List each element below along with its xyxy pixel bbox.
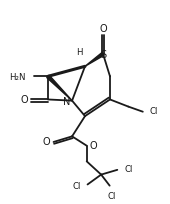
Text: O: O bbox=[99, 24, 107, 34]
Text: S: S bbox=[100, 50, 106, 60]
Text: Cl: Cl bbox=[124, 164, 133, 173]
Text: H₂N: H₂N bbox=[9, 72, 25, 81]
Text: O: O bbox=[20, 95, 28, 105]
Text: O: O bbox=[89, 141, 97, 151]
Text: Cl: Cl bbox=[107, 191, 116, 200]
Text: Cl: Cl bbox=[72, 181, 80, 190]
Text: O: O bbox=[43, 136, 50, 146]
Polygon shape bbox=[47, 76, 72, 101]
Polygon shape bbox=[85, 53, 104, 67]
Text: N: N bbox=[63, 96, 71, 106]
Text: Cl: Cl bbox=[150, 106, 158, 115]
Text: H: H bbox=[76, 48, 82, 57]
